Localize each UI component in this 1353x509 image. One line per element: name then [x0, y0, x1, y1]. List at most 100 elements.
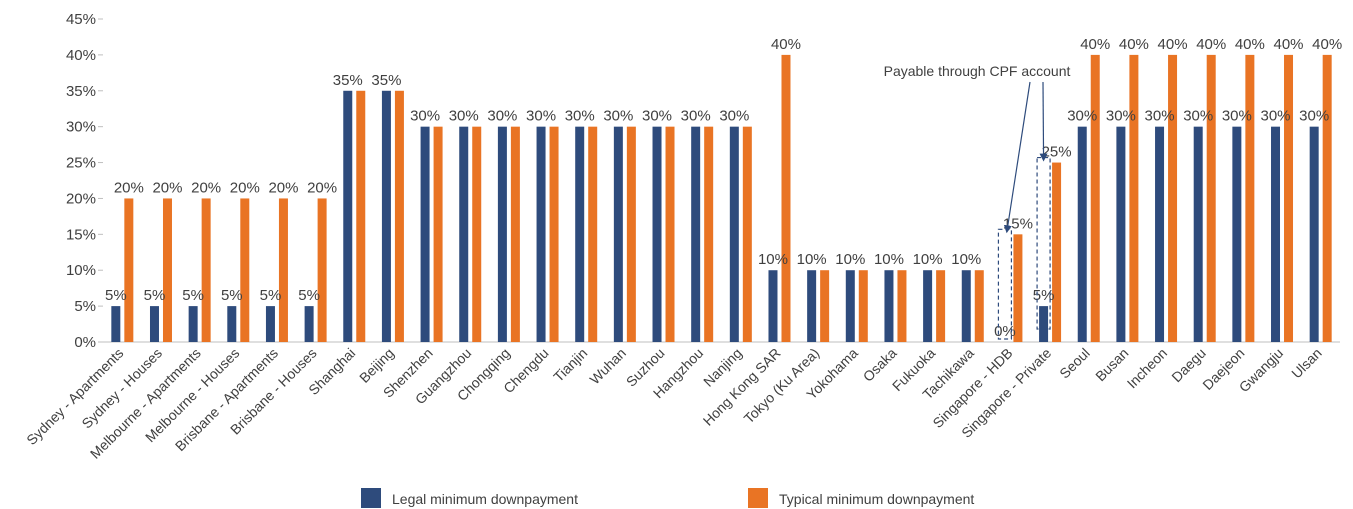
bar-legal-hong-kong-sar — [768, 270, 778, 342]
bar-legal-brisbane-houses — [304, 306, 314, 342]
data-labels: 5% 20% 5% 20% 5% 20% 5% 20% 5% 20% 5% 20% 35% 35% 30% 3… — [105, 36, 1342, 340]
data-label-legal-beijing: 35% — [371, 72, 401, 89]
bar-typical-tachikawa — [974, 270, 984, 342]
data-label-typical-hong-kong-sar: 40% — [771, 36, 801, 53]
data-label-legal-gwangju: 30% — [1261, 108, 1291, 125]
bar-legal-incheon — [1155, 126, 1165, 343]
bars — [111, 54, 1332, 343]
bar-typical-wuhan — [626, 126, 636, 343]
bar-typical-incheon — [1168, 54, 1178, 343]
bar-legal-shenzhen — [420, 126, 430, 343]
y-tick-label: 15% — [66, 226, 96, 243]
data-label-legal-chengdu: 30% — [526, 108, 556, 125]
data-label-legal-busan: 30% — [1106, 108, 1136, 125]
data-label-legal-hangzhou: 30% — [681, 108, 711, 125]
bar-typical-sydney-houses — [162, 198, 172, 342]
bar-legal-sydney-houses — [149, 306, 159, 342]
bar-legal-daegu — [1193, 126, 1203, 343]
cpf-highlight-box — [997, 228, 1013, 340]
bar-typical-hangzhou — [704, 126, 714, 343]
bar-legal-brisbane-apartments — [265, 306, 275, 342]
y-tick-label: 5% — [74, 298, 96, 315]
bar-legal-gwangju — [1271, 126, 1281, 343]
bar-legal-osaka — [884, 270, 894, 342]
data-label-typical-daegu: 40% — [1196, 36, 1226, 53]
y-tick-label: 30% — [66, 119, 96, 136]
bar-legal-nanjing — [729, 126, 739, 343]
data-label-legal-yokohama: 10% — [835, 251, 865, 268]
bar-typical-shanghai — [356, 90, 366, 343]
bar-legal-seoul — [1077, 126, 1087, 343]
bar-typical-chongqing — [510, 126, 520, 343]
bar-legal-shanghai — [343, 90, 353, 343]
y-tick-label: 45% — [66, 11, 96, 28]
bar-typical-brisbane-apartments — [278, 198, 288, 342]
bar-legal-guangzhou — [459, 126, 469, 343]
y-tick-label: 0% — [74, 334, 96, 351]
data-label-legal-chongqing: 30% — [487, 108, 517, 125]
data-label-typical-sydney-apartments: 20% — [114, 179, 144, 196]
data-label-typical-melbourne-apartments: 20% — [191, 179, 221, 196]
y-tick-label: 40% — [66, 47, 96, 64]
data-label-legal-nanjing: 30% — [719, 108, 749, 125]
bar-typical-seoul — [1090, 54, 1100, 343]
data-label-typical-incheon: 40% — [1158, 36, 1188, 53]
bar-legal-ulsan — [1309, 126, 1319, 343]
bar-typical-shenzhen — [433, 126, 443, 343]
data-label-legal-wuhan: 30% — [603, 108, 633, 125]
data-label-typical-brisbane-apartments: 20% — [268, 179, 298, 196]
bar-typical-melbourne-apartments — [201, 198, 211, 342]
bar-legal-chengdu — [536, 126, 546, 343]
bar-legal-melbourne-apartments — [188, 306, 198, 342]
cpf-annotation: Payable through CPF account — [884, 63, 1070, 340]
y-tick-label: 20% — [66, 190, 96, 207]
legend-label-typical-minimum-downpayment: Typical minimum downpayment — [779, 491, 974, 507]
data-label-legal-melbourne-houses: 5% — [221, 287, 243, 304]
data-label-legal-tachikawa: 10% — [951, 251, 981, 268]
bar-typical-ulsan — [1322, 54, 1332, 343]
bar-legal-yokohama — [845, 270, 855, 342]
data-label-legal-daegu: 30% — [1183, 108, 1213, 125]
bar-typical-melbourne-houses — [240, 198, 250, 342]
bar-typical-beijing — [394, 90, 404, 343]
data-label-legal-singapore-hdb: 0% — [994, 323, 1016, 340]
x-tick-label-ulsan: Ulsan — [1288, 345, 1325, 382]
bar-typical-daegu — [1206, 54, 1216, 343]
bar-legal-suzhou — [652, 126, 662, 343]
bar-typical-osaka — [897, 270, 907, 342]
y-tick-label: 35% — [66, 83, 96, 100]
data-label-legal-brisbane-houses: 5% — [298, 287, 320, 304]
legend-swatch-typical-minimum-downpayment — [748, 488, 768, 508]
bar-typical-sydney-apartments — [124, 198, 134, 342]
cpf-arrow — [1039, 81, 1048, 162]
bar-legal-fukuoka — [923, 270, 933, 342]
data-label-legal-hong-kong-sar: 10% — [758, 251, 788, 268]
data-label-typical-busan: 40% — [1119, 36, 1149, 53]
data-label-legal-daejeon: 30% — [1222, 108, 1252, 125]
data-label-legal-shanghai: 35% — [333, 72, 363, 89]
bar-typical-singapore-hdb — [1013, 234, 1023, 342]
bar-legal-daejeon — [1232, 126, 1242, 343]
bar-legal-singapore-private — [1039, 306, 1049, 342]
legend-swatch-legal-minimum-downpayment — [361, 488, 381, 508]
bar-legal-melbourne-houses — [227, 306, 237, 342]
bar-typical-tokyo-ku-area — [820, 270, 830, 342]
bar-typical-daejeon — [1245, 54, 1255, 343]
y-tick-label: 25% — [66, 155, 96, 172]
data-label-typical-brisbane-houses: 20% — [307, 179, 337, 196]
x-tick-label-incheon: Incheon — [1124, 345, 1171, 392]
bar-legal-tianjin — [575, 126, 585, 343]
bar-typical-suzhou — [665, 126, 675, 343]
data-label-legal-fukuoka: 10% — [913, 251, 943, 268]
data-label-legal-osaka: 10% — [874, 251, 904, 268]
bar-legal-beijing — [381, 90, 391, 343]
data-label-legal-tianjin: 30% — [565, 108, 595, 125]
data-label-legal-tokyo-ku-area: 10% — [797, 251, 827, 268]
data-label-legal-suzhou: 30% — [642, 108, 672, 125]
data-label-legal-guangzhou: 30% — [449, 108, 479, 125]
data-label-typical-daejeon: 40% — [1235, 36, 1265, 53]
bar-legal-tachikawa — [961, 270, 971, 342]
x-tick-label-tianjin: Tianjin — [550, 345, 590, 385]
data-label-typical-ulsan: 40% — [1312, 36, 1342, 53]
bar-typical-chengdu — [549, 126, 559, 343]
